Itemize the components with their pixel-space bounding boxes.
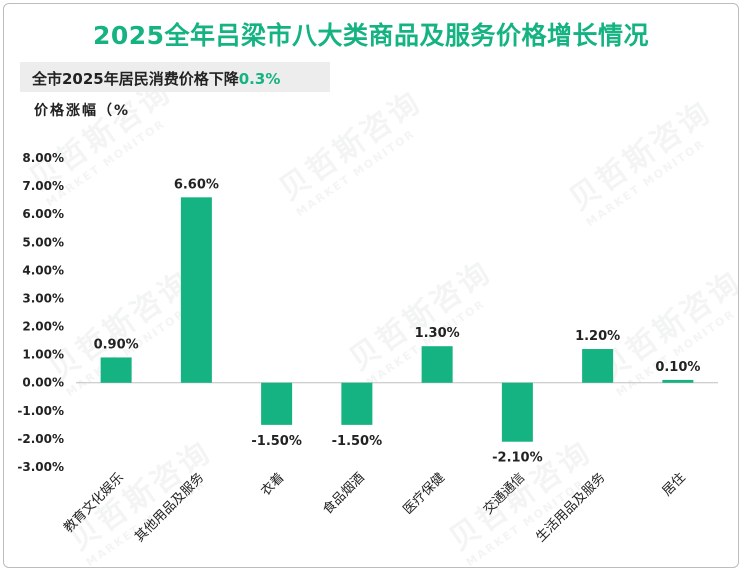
x-tick-label: 食品烟酒 [320,470,368,518]
bar [662,379,694,383]
bar [582,349,614,383]
data-label: -2.10% [492,451,543,466]
bar [180,197,212,383]
y-tick-label: 1.00% [22,348,64,362]
x-tick-label: 衣着 [258,470,288,500]
bar [421,346,453,383]
subtitle: 全市2025年居民消费价格下降0.3% [32,68,280,89]
data-label: -1.50% [251,434,302,449]
data-label: 0.90% [94,337,139,352]
x-tick-label: 其他用品及服务 [132,470,208,546]
x-tick-label: 医疗保健 [401,470,448,517]
data-label: 1.30% [415,326,460,341]
subtitle-text: 全市2025年居民消费价格下降 [32,70,239,88]
data-label: 0.10% [655,360,700,375]
bar [501,382,533,442]
chart-title: 2025全年吕梁市八大类商品及服务价格增长情况 [92,21,650,50]
data-label: 6.60% [174,177,219,192]
subtitle-highlight: 0.3% [238,70,281,88]
y-tick-label: 6.00% [22,207,64,221]
bar [261,382,293,425]
y-tick-label: 0.00% [22,376,64,390]
y-axis-label: 价格涨幅（% [34,103,131,119]
y-tick-label: 8.00% [22,151,64,165]
bar [100,357,132,383]
y-tick-label: 4.00% [22,263,64,277]
subtitle-box: 全市2025年居民消费价格下降0.3% [20,62,330,92]
chart-frame [3,3,739,568]
bar [341,382,373,425]
data-label: -1.50% [332,434,383,449]
y-tick-label: -3.00% [17,460,64,474]
y-tick-label: 3.00% [22,291,64,305]
y-tick-label: 5.00% [22,235,64,249]
y-tick-label: 2.00% [22,320,64,334]
x-tick-label: 交通通信 [480,470,528,518]
y-tick-label: 7.00% [22,179,64,193]
data-label: 1.20% [575,329,620,344]
x-tick-label: 生活用品及服务 [533,470,609,546]
x-tick-label: 教育文化娱乐 [60,470,126,536]
y-tick-label: -1.00% [17,404,64,418]
y-tick-label: -2.00% [17,432,64,446]
x-tick-label: 居住 [660,470,689,499]
